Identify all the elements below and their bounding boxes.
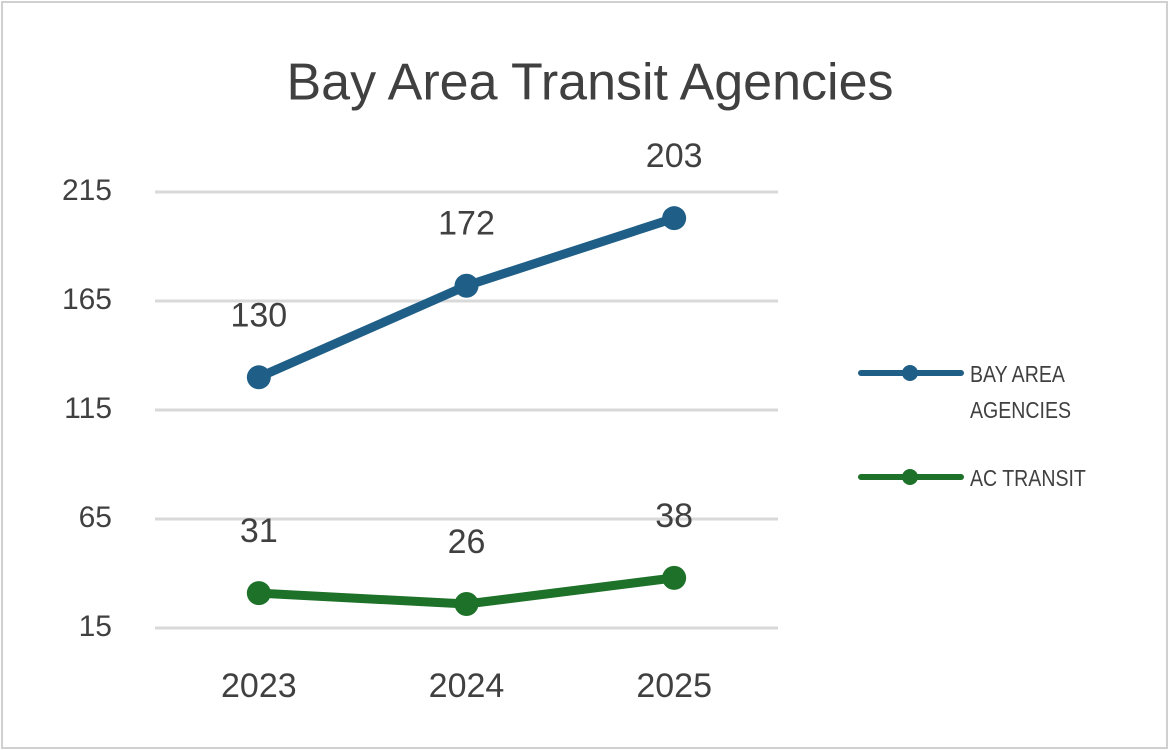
- legend-line: [858, 365, 964, 381]
- data-label: 130: [230, 296, 287, 334]
- data-point: [454, 273, 479, 298]
- legend-label: BAY AREA AGENCIES: [970, 361, 1072, 423]
- legend-line: [858, 469, 964, 485]
- data-point: [454, 592, 479, 617]
- x-tick-label: 2023: [221, 667, 297, 705]
- data-label: 203: [646, 137, 703, 175]
- y-tick-label: 15: [79, 610, 112, 643]
- y-tick-label: 215: [62, 174, 112, 207]
- x-tick-label: 2025: [636, 667, 712, 705]
- data-label: 26: [448, 523, 486, 561]
- x-tick-label: 2024: [429, 667, 505, 705]
- legend-marker: [902, 469, 918, 485]
- legend-label: AC TRANSIT: [970, 465, 1086, 491]
- chart-title: Bay Area Transit Agencies: [286, 54, 893, 112]
- data-label: 31: [240, 512, 278, 550]
- data-point: [662, 565, 687, 590]
- data-point: [662, 206, 687, 231]
- data-label: 172: [438, 205, 495, 243]
- y-tick-label: 115: [64, 392, 112, 425]
- legend-marker: [902, 365, 918, 381]
- data-label: 38: [655, 497, 693, 535]
- data-point: [246, 365, 271, 390]
- y-tick-label: 65: [79, 501, 112, 534]
- data-point: [246, 581, 271, 606]
- y-tick-label: 165: [62, 283, 112, 316]
